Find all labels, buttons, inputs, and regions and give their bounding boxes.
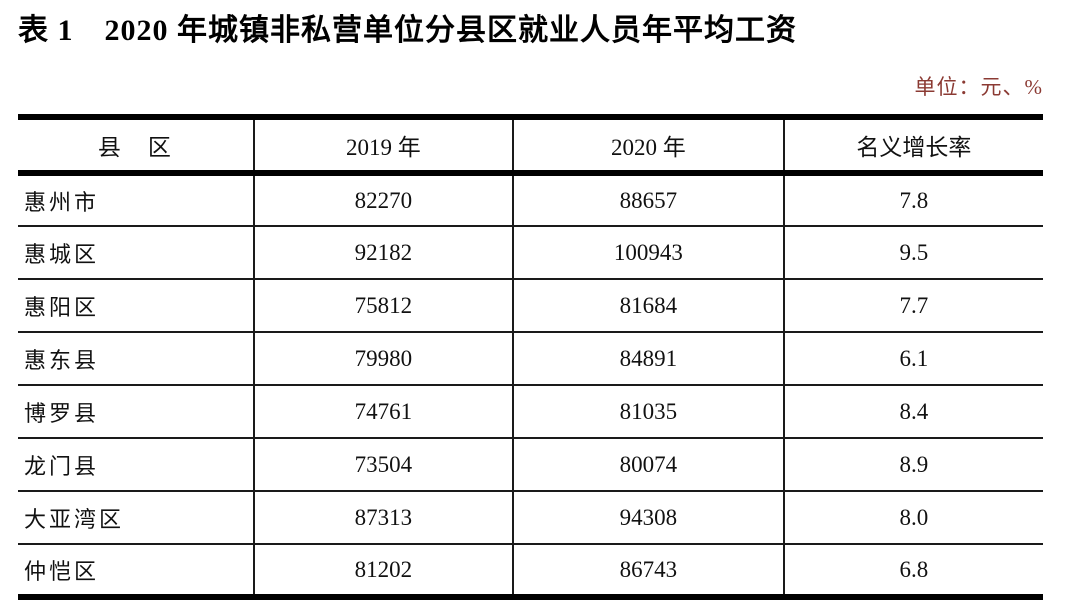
- value-2020-cell: 86743: [512, 544, 784, 597]
- header-cell-2019: 2019 年: [252, 117, 514, 173]
- table-row: 惠城区 92182 100943 9.5: [18, 226, 1043, 279]
- region-cell: 仲恺区: [24, 558, 100, 584]
- table-row: 龙门县 73504 80074 8.9: [18, 438, 1043, 491]
- table-row: 惠州市 82270 88657 7.8: [18, 173, 1043, 226]
- table-row: 惠东县 79980 84891 6.1: [18, 332, 1043, 385]
- value-2020-cell: 81684: [512, 279, 784, 332]
- value-2020-cell: 80074: [512, 438, 784, 491]
- growth-cell: 8.4: [782, 385, 1043, 438]
- table-row: 大亚湾区 87313 94308 8.0: [18, 491, 1043, 544]
- growth-cell: 9.5: [782, 226, 1043, 279]
- region-cell: 惠州市: [24, 189, 100, 215]
- value-2019-cell: 92182: [252, 226, 514, 279]
- region-cell: 龙门县: [24, 453, 100, 479]
- value-2019-cell: 87313: [252, 491, 514, 544]
- growth-cell: 6.1: [782, 332, 1043, 385]
- value-2020-cell: 81035: [512, 385, 784, 438]
- header-cell-2020: 2020 年: [512, 117, 784, 173]
- table-header-row: 县 区 2019 年 2020 年 名义增长率: [18, 117, 1043, 173]
- header-cell-region: 县 区: [97, 135, 173, 160]
- region-cell: 惠阳区: [24, 294, 100, 320]
- region-cell: 大亚湾区: [24, 506, 125, 532]
- value-2020-cell: 100943: [512, 226, 784, 279]
- value-2020-cell: 94308: [512, 491, 784, 544]
- table-row: 惠阳区 75812 81684 7.7: [18, 279, 1043, 332]
- value-2019-cell: 81202: [252, 544, 514, 597]
- unit-note: 单位：元、%: [914, 75, 1043, 99]
- growth-cell: 6.8: [782, 544, 1043, 597]
- wage-table: 县 区 2019 年 2020 年 名义增长率 惠州市 82270 88657 …: [18, 114, 1043, 600]
- growth-cell: 7.8: [782, 173, 1043, 226]
- region-cell: 惠东县: [24, 347, 100, 373]
- table-row: 仲恺区 81202 86743 6.8: [18, 544, 1043, 597]
- value-2019-cell: 82270: [252, 173, 514, 226]
- value-2019-cell: 75812: [252, 279, 514, 332]
- header-cell-growth: 名义增长率: [782, 117, 1043, 173]
- growth-cell: 8.0: [782, 491, 1043, 544]
- value-2019-cell: 74761: [252, 385, 514, 438]
- region-cell: 博罗县: [24, 400, 100, 426]
- growth-cell: 7.7: [782, 279, 1043, 332]
- table-row: 博罗县 74761 81035 8.4: [18, 385, 1043, 438]
- value-2020-cell: 84891: [512, 332, 784, 385]
- document-page: 表 1 2020 年城镇非私营单位分县区就业人员年平均工资 单位：元、% 县 区…: [18, 14, 1043, 600]
- page-title: 表 1 2020 年城镇非私营单位分县区就业人员年平均工资: [18, 14, 797, 47]
- value-2019-cell: 79980: [252, 332, 514, 385]
- region-cell: 惠城区: [24, 241, 100, 267]
- value-2020-cell: 88657: [512, 173, 784, 226]
- growth-cell: 8.9: [782, 438, 1043, 491]
- value-2019-cell: 73504: [252, 438, 514, 491]
